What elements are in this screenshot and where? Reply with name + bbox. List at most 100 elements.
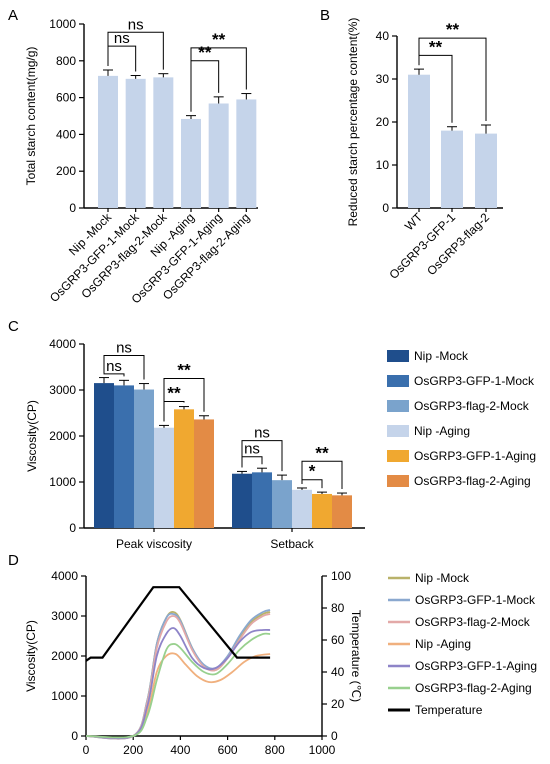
panel-c-legend-label: Nip -Mock	[414, 349, 469, 363]
panel-c-sig-bracket	[301, 479, 323, 489]
panel-b-y-tick-label: 0	[382, 201, 389, 215]
panel-d-y2-tick-label: 60	[331, 633, 345, 647]
panel-d-x-tick-label: 0	[83, 743, 90, 757]
panel-label-d: D	[8, 552, 19, 569]
panel-d-legend-label: Nip -Mock	[415, 571, 470, 585]
panel-d-x-tick-label: 800	[265, 743, 285, 757]
panel-a-y-tick-label: 200	[56, 164, 76, 178]
panel-c-legend-label: OsGRP3-GFP-1-Mock	[414, 374, 535, 388]
panel-c-y-axis-label: Viscosity(CP)	[25, 400, 39, 472]
panel-c-chart: 0 1000 2000 3000 4000 Viscosity(CP) Peak visco…	[25, 337, 536, 551]
panel-d-legend-label: Temperature	[415, 703, 483, 717]
panel-b-sig-label: **	[429, 37, 443, 56]
panel-c-sig-label: ns	[254, 425, 270, 442]
panel-b-x-tick-label: WT	[402, 210, 426, 234]
panel-a-sig-label: **	[198, 43, 212, 62]
panel-c-sig-label: ns	[106, 358, 122, 375]
panel-d-series-line	[85, 609, 271, 740]
panel-d-y-tick-label: 1000	[51, 689, 78, 703]
panel-c-legend-swatch	[387, 400, 409, 412]
panel-c-sig-label: *	[309, 462, 316, 481]
panel-c-bar	[94, 383, 114, 528]
panel-b-sig-bracket	[418, 37, 487, 122]
panel-d-y2-axis-label: Temperature (℃)	[349, 610, 363, 702]
panel-c-bar	[154, 427, 174, 528]
panel-d-y-axis-label: Viscosity(CP)	[24, 620, 38, 692]
panel-c-sig-bracket	[301, 460, 343, 490]
panel-label-b: B	[320, 7, 330, 24]
panel-d-y-tick-label: 3000	[51, 609, 78, 623]
panel-c-sig-label: ns	[244, 441, 260, 458]
panel-c-x-tick-label: Peak viscosity	[116, 537, 192, 551]
panel-a-y-tick-label: 0	[69, 201, 76, 215]
panel-c-legend-label: OsGRP3-flag-2-Aging	[414, 474, 531, 488]
panel-c-sig-bracket	[241, 440, 283, 472]
panel-d-series-line	[85, 627, 271, 740]
panel-a-sig-label: ns	[114, 30, 130, 47]
panel-a-y-tick-label: 800	[56, 54, 76, 68]
panel-d-x-tick-label: 1000	[309, 743, 336, 757]
panel-c-y-tick-label: 0	[69, 521, 76, 535]
panel-d-legend-label: OsGRP3-GFP-1-Mock	[415, 593, 536, 607]
panel-a-y-tick-label: 400	[56, 127, 76, 141]
panel-a-bar	[98, 75, 118, 208]
panel-b-y-tick-label: 10	[376, 158, 390, 172]
panel-label-a: A	[8, 7, 18, 24]
panel-c-legend-label: Nip -Aging	[414, 424, 470, 438]
panel-b-y-tick-label: 40	[376, 29, 390, 43]
panel-a-sig-bracket	[190, 47, 247, 112]
panel-b-y-axis-label: Reduced starch percentage content(%)	[346, 18, 360, 227]
panel-c-bar	[232, 473, 252, 528]
panel-d-x-tick-label: 600	[218, 743, 238, 757]
panel-d-y-tick-label: 0	[71, 729, 78, 743]
panel-c-legend-swatch	[387, 475, 409, 487]
panel-c-sig-label: **	[177, 361, 191, 380]
panel-c-y-tick-label: 1000	[49, 475, 76, 489]
panel-c-legend-swatch	[387, 375, 409, 387]
panel-c-sig-bracket	[163, 378, 205, 422]
panel-a-sig-label: **	[212, 30, 226, 49]
panel-d-y2-tick-label: 40	[331, 665, 345, 679]
panel-d-y-tick-label: 4000	[51, 569, 78, 583]
panel-a-bar	[153, 77, 174, 208]
panel-d-legend-label: OsGRP3-flag-2-Mock	[415, 615, 531, 629]
panel-d-temperature-line	[85, 586, 271, 662]
panel-a-sig-bracket	[107, 45, 137, 72]
panel-b-bar	[408, 74, 430, 208]
panel-c-legend-swatch	[387, 450, 409, 462]
panel-c-bar	[332, 495, 352, 528]
panel-c-legend-swatch	[387, 350, 409, 362]
panel-b-y-tick-label: 20	[376, 115, 390, 129]
panel-a-bar	[236, 99, 257, 208]
panel-c-bar	[194, 419, 214, 528]
panel-d-x-tick-label: 200	[123, 743, 143, 757]
panel-d-series-line	[85, 632, 271, 739]
panel-d-series-line	[85, 652, 271, 739]
panel-a-bar	[125, 78, 146, 208]
panel-b-chart: 0 10 20 30 40 Reduced starch percentage conte…	[346, 18, 503, 282]
panel-c-sig-label: ns	[116, 340, 132, 357]
panel-b-bar	[475, 133, 497, 208]
panel-b-bar	[441, 130, 463, 208]
panel-c-bar	[134, 389, 154, 528]
panel-c-legend-swatch	[387, 425, 409, 437]
panel-c-sig-bracket	[103, 355, 145, 380]
panel-c-legend-label: OsGRP3-flag-2-Mock	[414, 399, 530, 413]
panel-b-x-tick-label: OsGRP3-flag-2	[424, 210, 492, 278]
panel-b-y-tick-label: 30	[376, 72, 390, 86]
panel-a-y-tick-label: 600	[56, 91, 76, 105]
panel-c-sig-label: **	[315, 443, 329, 462]
panel-c-bar	[272, 480, 292, 528]
panel-c-sig-bracket	[241, 456, 263, 468]
panel-a-chart: 0 200 400 600 800 1000 Total starch content(mg…	[24, 16, 258, 306]
panel-c-bar	[174, 409, 194, 528]
panel-c-bar	[292, 489, 312, 528]
panel-c-sig-bracket	[103, 373, 125, 377]
panel-d-legend-label: OsGRP3-flag-2-Aging	[415, 681, 532, 695]
panel-c-y-tick-label: 3000	[49, 383, 76, 397]
panel-d-y2-tick-label: 100	[331, 569, 351, 583]
panel-a-sig-label: ns	[128, 16, 144, 33]
panel-a-bar	[181, 118, 201, 208]
